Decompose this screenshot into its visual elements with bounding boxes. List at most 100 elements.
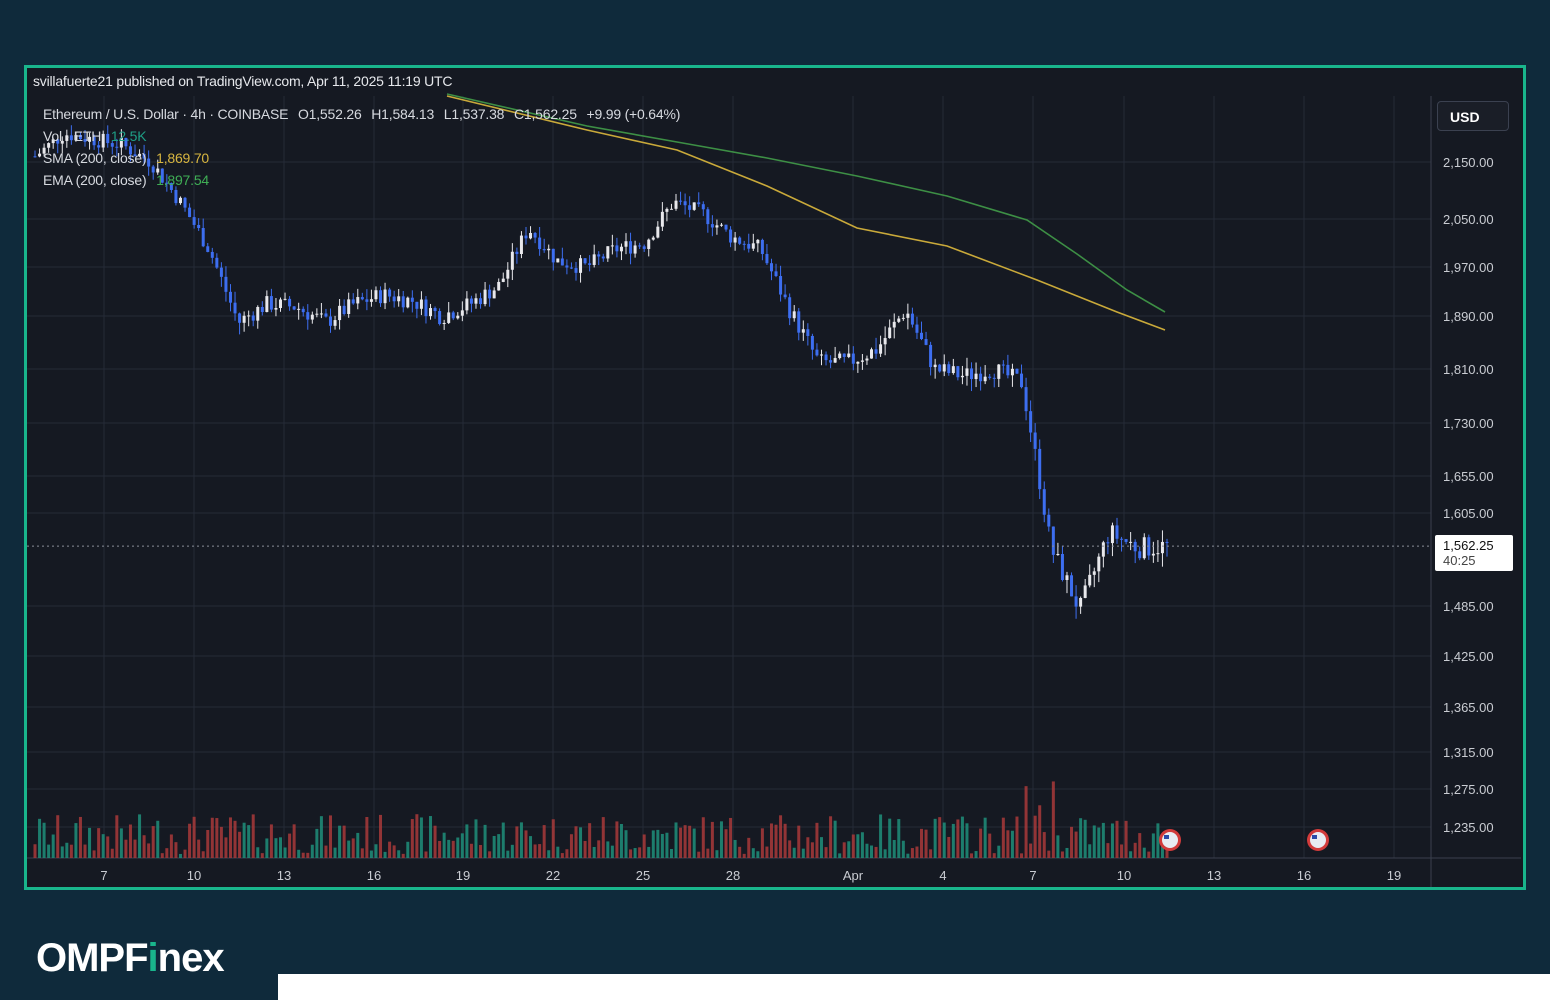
volume-bar	[492, 835, 496, 858]
candle-body	[38, 153, 42, 157]
volume-bar	[1147, 851, 1151, 858]
volume-bar	[310, 844, 314, 858]
volume-bar	[669, 849, 673, 858]
volume-bar	[706, 848, 710, 858]
candle-body	[788, 297, 792, 319]
volume-bar	[1124, 820, 1128, 858]
volume-bar	[1051, 781, 1055, 858]
candle-body	[65, 135, 69, 141]
volume-bar	[410, 819, 414, 858]
volume-bar	[738, 846, 742, 858]
volume-bar	[183, 849, 187, 858]
candle-body	[1101, 542, 1105, 557]
candle-body	[101, 133, 105, 148]
candle-body	[951, 366, 955, 374]
volume-bar	[133, 839, 137, 858]
volume-bar	[451, 840, 455, 858]
candle-body	[515, 251, 519, 254]
volume-bar	[851, 834, 855, 858]
volume-bar	[610, 845, 614, 858]
volume-bar	[1151, 833, 1155, 858]
volume-bar	[1083, 819, 1087, 858]
candle-body	[369, 299, 373, 302]
candle-body	[1106, 542, 1110, 544]
us-flag-canton	[1312, 835, 1317, 839]
volume-bar	[192, 816, 196, 858]
candle-body	[1088, 574, 1092, 586]
candle-body	[965, 368, 969, 376]
volume-bar	[338, 825, 342, 858]
candle-body	[106, 133, 110, 144]
last-price-value: 1,562.25	[1443, 538, 1494, 553]
volume-bar	[219, 826, 223, 858]
volume-bar	[438, 840, 442, 858]
candle-body	[569, 267, 573, 269]
candle-body	[615, 245, 619, 252]
candle-body	[1047, 514, 1051, 527]
volume-bar	[33, 844, 37, 858]
candle-body	[469, 298, 473, 304]
candle-body	[1060, 553, 1064, 581]
volume-label: Vol · ETH	[43, 128, 102, 144]
candle-body	[278, 299, 282, 309]
candle-body	[997, 364, 1001, 379]
y-tick-label: 1,315.00	[1443, 745, 1494, 760]
candle-body	[801, 329, 805, 333]
volume-bar	[188, 823, 192, 858]
candle-body	[1110, 525, 1114, 544]
candle-body	[1015, 368, 1019, 374]
candle-body	[597, 254, 601, 257]
volume-bar	[565, 849, 569, 858]
candle-body	[729, 229, 733, 243]
volume-bar	[833, 820, 837, 858]
volume-bar	[88, 827, 92, 858]
candle-body	[688, 205, 692, 210]
volume-bar	[1133, 842, 1137, 858]
chart-canvas[interactable]: 2,150.00 2,050.00 1,970.00 1,890.00 1,810.00…	[27, 68, 1523, 887]
volume-bar	[1092, 825, 1096, 858]
currency-button[interactable]: USD	[1437, 101, 1509, 131]
volume-bar	[1060, 851, 1064, 858]
volume-bar	[124, 839, 128, 858]
volume-bar	[1006, 830, 1010, 858]
volume-bar	[251, 814, 255, 858]
candle-body	[651, 237, 655, 240]
volume-bar	[333, 847, 337, 858]
candle-body	[306, 312, 310, 320]
volume-bar	[719, 821, 723, 858]
volume-bar	[679, 827, 683, 858]
volume-bar	[74, 823, 78, 858]
y-tick-label: 1,730.00	[1443, 416, 1494, 431]
volume-bar	[474, 819, 478, 858]
sma-label: SMA (200, close)	[43, 150, 147, 166]
volume-bar	[892, 840, 896, 858]
volume-bar	[942, 822, 946, 858]
volume-bar	[810, 842, 814, 858]
x-tick-label: 7	[1029, 868, 1036, 883]
candle-body	[892, 321, 896, 328]
volume-bar	[874, 846, 878, 858]
volume-bar	[920, 828, 924, 858]
candle-body	[760, 239, 764, 254]
candle-body	[265, 296, 269, 312]
volume-bar	[769, 823, 773, 858]
candle-body	[69, 135, 73, 141]
volume-bar	[533, 844, 537, 858]
volume-bar	[674, 822, 678, 858]
candle-body	[847, 353, 851, 357]
candle-body	[297, 308, 301, 310]
candle-body	[710, 224, 714, 228]
candle-body	[110, 143, 114, 147]
volume-bar	[278, 837, 282, 858]
volume-bar	[156, 820, 160, 858]
candle-body	[992, 377, 996, 379]
ohlc-open: O1,552.26	[297, 106, 362, 122]
last-price-badge: 1,562.25 40:25	[1435, 535, 1513, 571]
volume-bar	[647, 846, 651, 858]
candle-body	[429, 308, 433, 317]
candle-body	[124, 137, 128, 147]
candle-body	[874, 349, 878, 354]
volume-bar	[165, 848, 169, 858]
candle-body	[178, 197, 182, 204]
volume-bar	[829, 816, 833, 858]
